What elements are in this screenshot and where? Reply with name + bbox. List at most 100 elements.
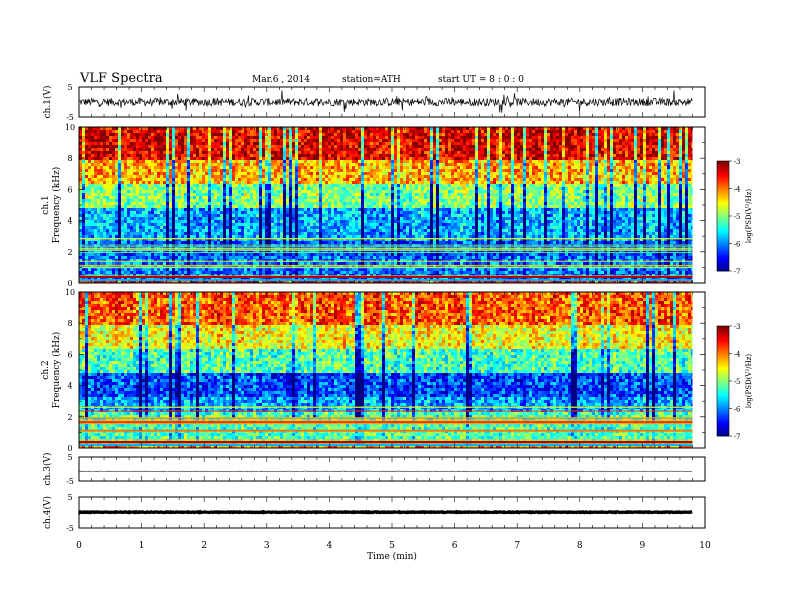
psd-cell: [145, 193, 148, 196]
psd-cell: [361, 181, 364, 184]
psd-cell: [277, 157, 280, 160]
psd-cell: [358, 133, 361, 136]
psd-cell: [244, 223, 247, 226]
psd-cell: [190, 136, 193, 139]
psd-cell: [193, 163, 196, 166]
psd-cell: [124, 145, 127, 148]
psd-cell: [256, 193, 259, 196]
psd-cell: [334, 133, 337, 136]
psd-cell: [319, 196, 322, 199]
psd-cell: [262, 190, 265, 193]
psd-cell: [253, 223, 256, 226]
psd-cell: [226, 172, 229, 175]
psd-cell: [91, 214, 94, 217]
psd-cell: [328, 163, 331, 166]
psd-cell: [118, 157, 121, 160]
psd-cell: [145, 142, 148, 145]
psd-cell: [262, 214, 265, 217]
psd-cell: [217, 223, 220, 226]
psd-cell: [184, 154, 187, 157]
psd-cell: [220, 172, 223, 175]
psd-cell: [295, 184, 298, 187]
psd-cell: [121, 184, 124, 187]
psd-cell: [253, 139, 256, 142]
psd-cell: [352, 202, 355, 205]
psd-cell: [178, 229, 181, 232]
psd-cell: [247, 253, 250, 256]
psd-cell: [166, 175, 169, 178]
psd-cell: [253, 208, 256, 211]
psd-cell: [148, 262, 151, 265]
psd-cell: [334, 175, 337, 178]
psd-cell: [244, 202, 247, 205]
psd-cell: [109, 217, 112, 220]
psd-cell: [313, 262, 316, 265]
psd-cell: [355, 208, 358, 211]
psd-cell: [127, 151, 130, 154]
psd-cell: [211, 139, 214, 142]
psd-cell: [211, 268, 214, 271]
psd-cell: [214, 154, 217, 157]
psd-cell: [190, 139, 193, 142]
psd-cell: [226, 139, 229, 142]
psd-cell: [250, 163, 253, 166]
psd-cell: [142, 184, 145, 187]
psd-cell: [202, 169, 205, 172]
psd-cell: [193, 202, 196, 205]
psd-cell: [91, 169, 94, 172]
psd-cell: [145, 208, 148, 211]
psd-cell: [172, 139, 175, 142]
psd-cell: [232, 268, 235, 271]
psd-cell: [214, 196, 217, 199]
psd-cell: [199, 178, 202, 181]
psd-cell: [187, 163, 190, 166]
psd-cell: [283, 160, 286, 163]
psd-cell: [331, 217, 334, 220]
psd-cell: [364, 262, 367, 265]
psd-cell: [100, 136, 103, 139]
psd-cell: [181, 256, 184, 259]
psd-cell: [244, 133, 247, 136]
psd-cell: [232, 181, 235, 184]
psd-cell: [271, 169, 274, 172]
psd-cell: [214, 208, 217, 211]
psd-cell: [232, 130, 235, 133]
psd-cell: [220, 202, 223, 205]
psd-cell: [223, 184, 226, 187]
psd-cell: [172, 184, 175, 187]
psd-cell: [316, 145, 319, 148]
psd-cell: [190, 271, 193, 274]
psd-cell: [130, 262, 133, 265]
psd-cell: [283, 229, 286, 232]
psd-cell: [118, 184, 121, 187]
psd-cell: [301, 262, 304, 265]
psd-cell: [211, 187, 214, 190]
psd-cell: [148, 193, 151, 196]
psd-cell: [286, 217, 289, 220]
psd-cell: [223, 130, 226, 133]
psd-cell: [283, 130, 286, 133]
psd-cell: [232, 262, 235, 265]
psd-cell: [91, 271, 94, 274]
psd-cell: [190, 256, 193, 259]
psd-cell: [181, 154, 184, 157]
psd-cell: [196, 133, 199, 136]
psd-cell: [358, 229, 361, 232]
psd-cell: [319, 268, 322, 271]
psd-cell: [100, 154, 103, 157]
psd-cell: [346, 229, 349, 232]
psd-cell: [250, 148, 253, 151]
psd-cell: [184, 271, 187, 274]
psd-cell: [169, 166, 172, 169]
psd-cell: [256, 214, 259, 217]
psd-cell: [115, 175, 118, 178]
psd-cell: [292, 271, 295, 274]
psd-cell: [340, 193, 343, 196]
psd-cell: [277, 136, 280, 139]
psd-cell: [223, 226, 226, 229]
psd-cell: [343, 160, 346, 163]
psd-cell: [292, 253, 295, 256]
psd-cell: [286, 232, 289, 235]
psd-cell: [346, 217, 349, 220]
psd-cell: [94, 148, 97, 151]
